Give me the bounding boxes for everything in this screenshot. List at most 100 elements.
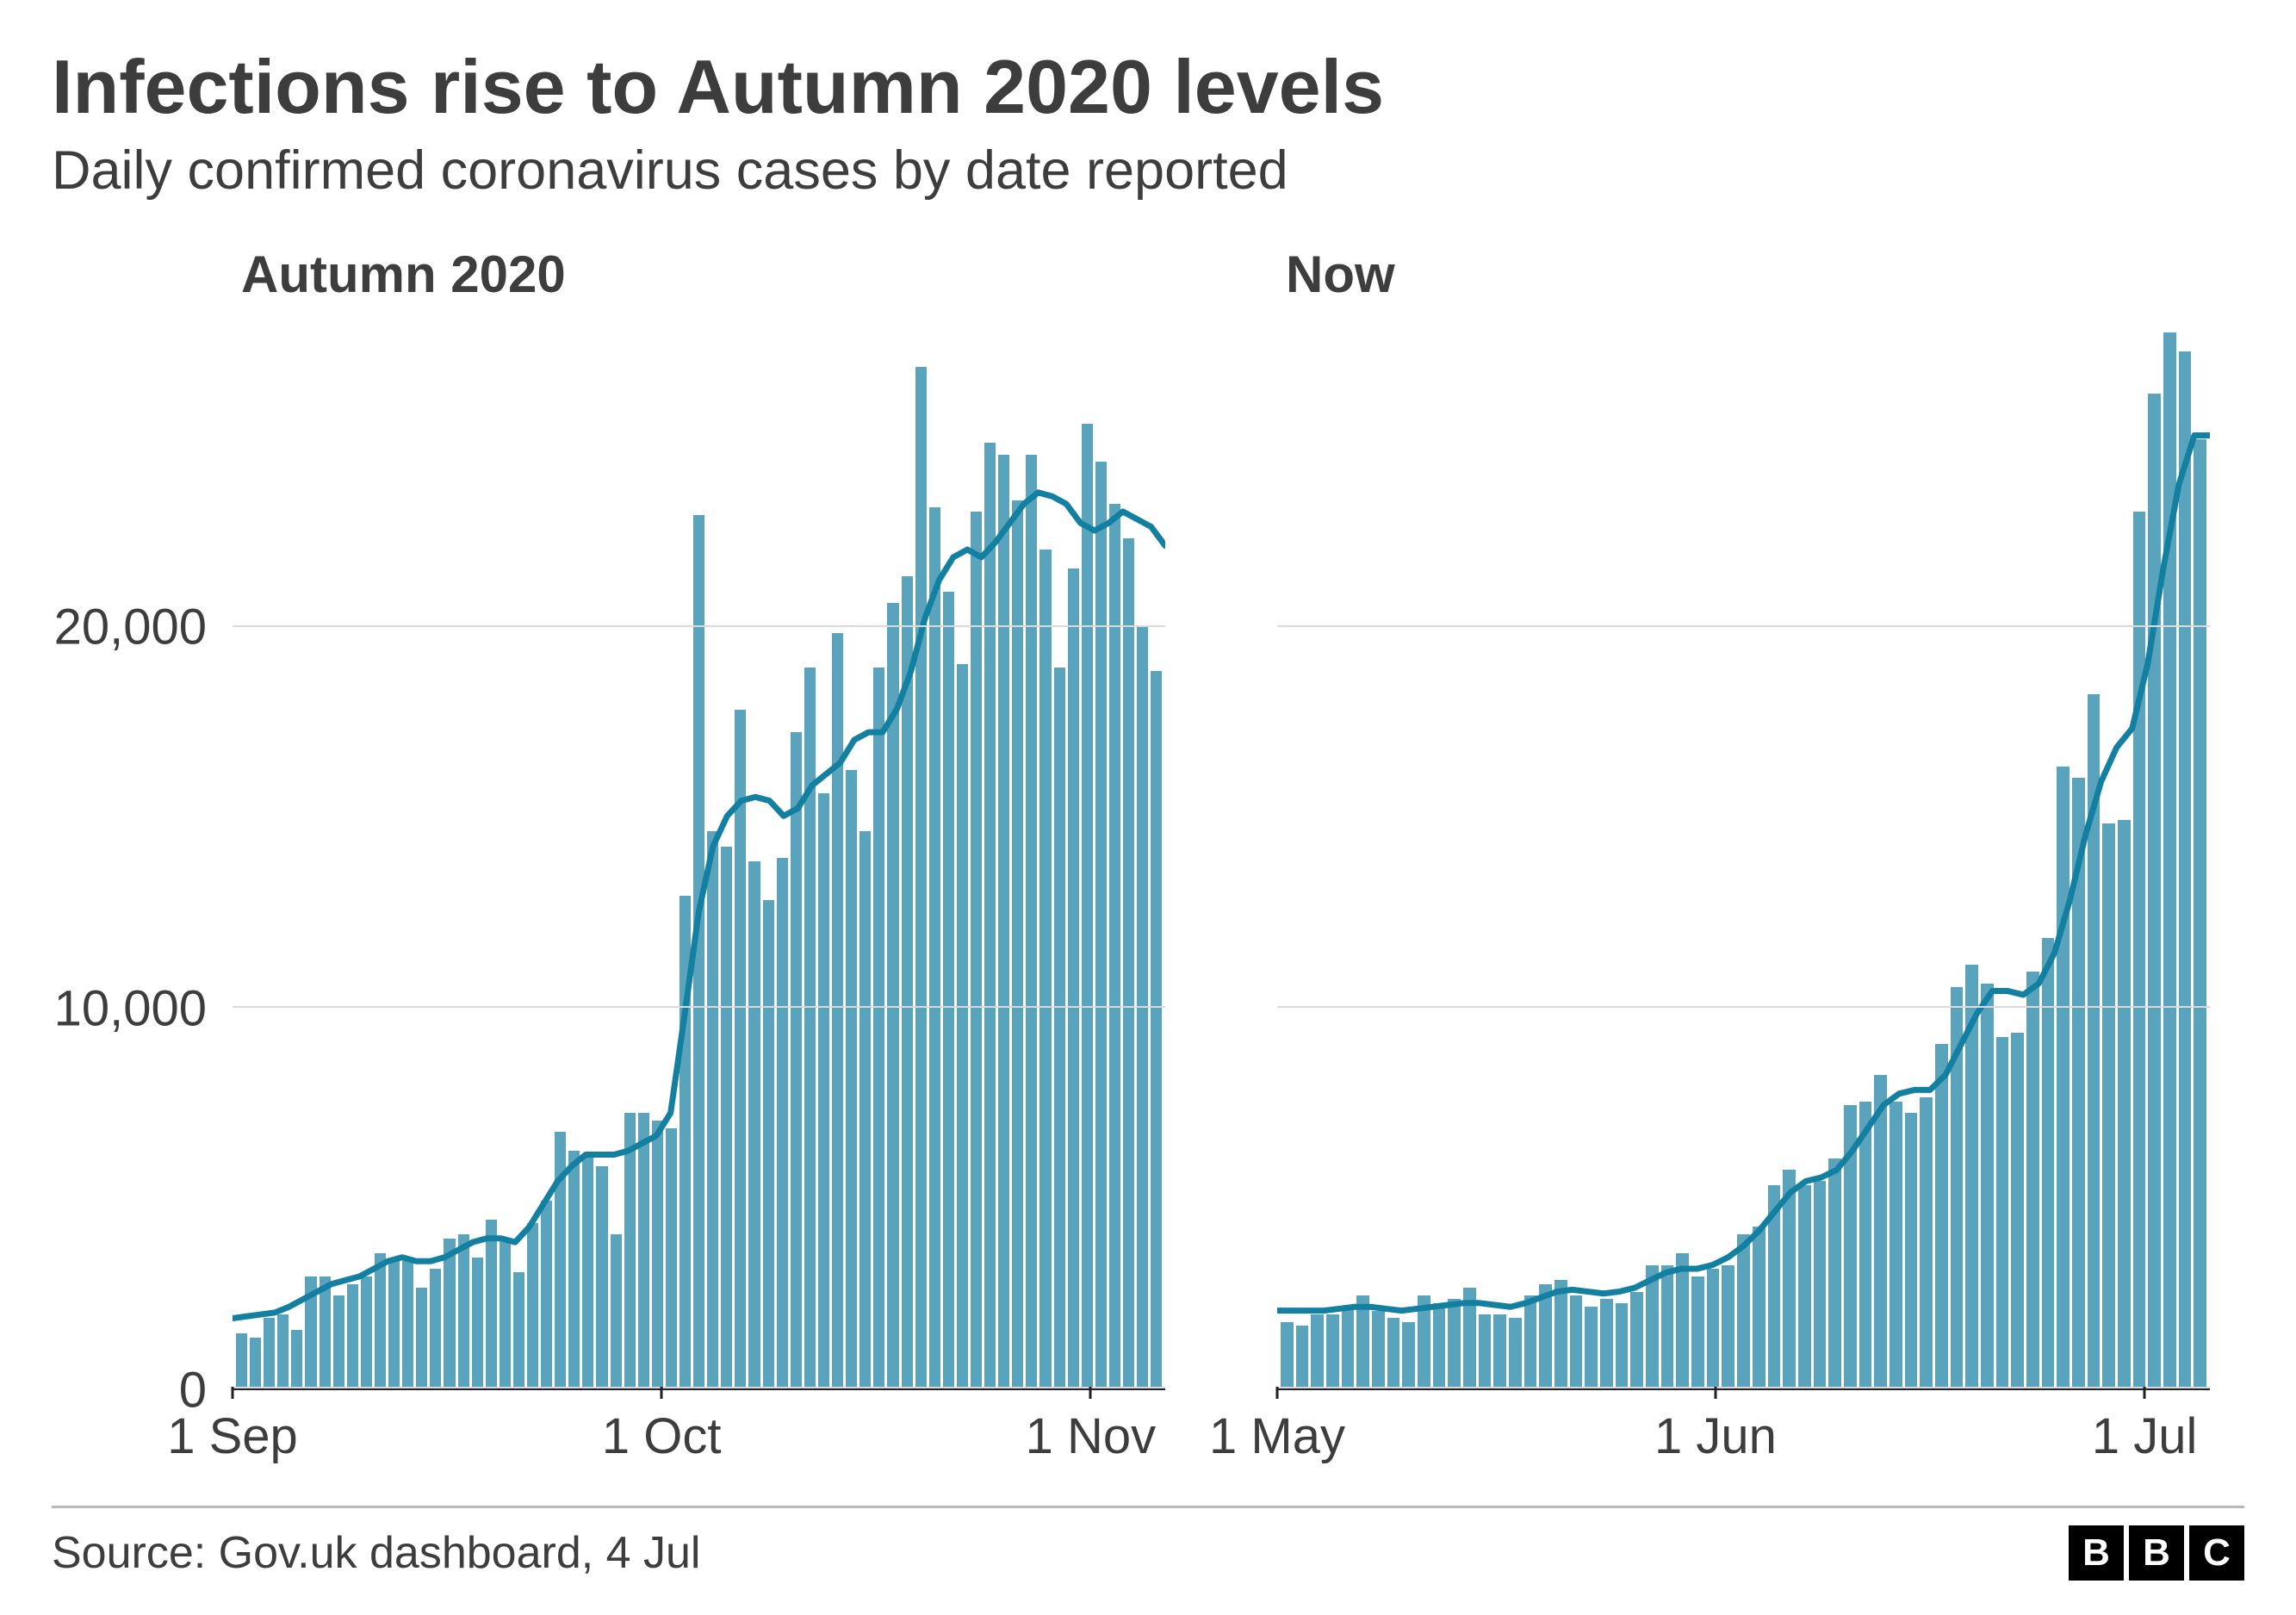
panel-title-right: Now	[1286, 245, 2210, 304]
bar	[1753, 1227, 1765, 1387]
bar	[527, 1223, 538, 1387]
bar	[333, 1295, 344, 1387]
bar	[1418, 1295, 1430, 1387]
bar	[2194, 439, 2206, 1387]
bbc-logo: B B C	[2069, 1525, 2244, 1581]
bar	[1493, 1314, 1506, 1387]
bar	[804, 668, 816, 1387]
bar	[2179, 351, 2192, 1387]
bar	[1676, 1253, 1689, 1387]
x-tick-label: 1 Oct	[602, 1407, 722, 1465]
bar	[596, 1166, 607, 1387]
panel-title-left: Autumn 2020	[241, 245, 1165, 304]
bar	[388, 1261, 400, 1387]
bar	[666, 1128, 677, 1387]
bar	[1814, 1181, 1827, 1387]
bar	[1479, 1314, 1492, 1387]
x-tick	[1715, 1387, 1717, 1399]
bar	[846, 770, 857, 1387]
bar	[1630, 1292, 1643, 1387]
bar	[748, 861, 760, 1387]
bar	[513, 1272, 524, 1387]
x-tick-label: 1 Nov	[1026, 1407, 1157, 1465]
bar	[873, 668, 884, 1387]
bar	[291, 1330, 302, 1387]
bar	[2102, 823, 2115, 1387]
bar	[1646, 1265, 1659, 1387]
bar	[1965, 965, 1978, 1387]
bar	[1509, 1318, 1522, 1387]
bar	[1402, 1322, 1415, 1387]
x-axis-left: 1 Sep1 Oct1 Nov	[233, 1402, 1165, 1480]
bar	[1082, 424, 1093, 1387]
bar	[1095, 462, 1107, 1387]
plot-area-right	[1277, 321, 2210, 1390]
bar	[902, 576, 913, 1387]
bar	[611, 1234, 622, 1387]
bar	[430, 1269, 441, 1387]
bar	[1054, 668, 1065, 1387]
bar	[998, 455, 1009, 1387]
chart-title: Infections rise to Autumn 2020 levels	[52, 43, 2244, 131]
bar	[1039, 550, 1051, 1387]
bar	[1387, 1318, 1400, 1387]
panel-now: Now 1 May1 Jun1 Jul	[1277, 245, 2210, 1480]
plot-area-left	[233, 321, 1165, 1390]
bar	[486, 1220, 497, 1387]
bar	[1539, 1284, 1552, 1387]
bar	[1296, 1326, 1309, 1387]
bar	[1600, 1299, 1613, 1387]
y-tick-label: 10,000	[54, 979, 207, 1037]
bar	[1661, 1265, 1674, 1387]
bar	[984, 443, 996, 1387]
x-tick-label: 1 Sep	[167, 1407, 298, 1465]
bar	[2118, 820, 2131, 1387]
bar	[1326, 1314, 1339, 1387]
x-tick	[2144, 1387, 2146, 1399]
bar	[721, 847, 732, 1387]
bar	[2042, 938, 2055, 1387]
bar	[2026, 972, 2039, 1387]
bar	[375, 1253, 386, 1387]
bar	[1707, 1269, 1720, 1387]
bar	[1570, 1295, 1583, 1387]
x-tick	[232, 1387, 234, 1399]
bars-left	[233, 321, 1165, 1387]
bbc-logo-b2: B	[2129, 1525, 2184, 1581]
bar	[416, 1288, 427, 1387]
bar	[679, 896, 691, 1387]
bar	[2163, 332, 2176, 1387]
bar	[1859, 1102, 1872, 1387]
bar	[1616, 1303, 1629, 1387]
bar	[693, 515, 704, 1387]
bar	[1844, 1105, 1857, 1387]
bar	[832, 633, 843, 1387]
bar	[402, 1261, 413, 1387]
y-axis: 010,00020,000	[52, 245, 224, 1480]
bar	[1356, 1295, 1369, 1387]
bar	[1109, 504, 1120, 1387]
bar	[1981, 984, 1994, 1387]
bar	[582, 1155, 593, 1387]
gridline	[1277, 1006, 2210, 1008]
bar	[1342, 1307, 1355, 1387]
bar	[777, 858, 788, 1387]
bar	[763, 900, 774, 1387]
chart-subtitle: Daily confirmed coronavirus cases by dat…	[52, 140, 2244, 202]
x-axis-right: 1 May1 Jun1 Jul	[1277, 1402, 2210, 1480]
bars-right	[1277, 321, 2210, 1387]
bar	[929, 507, 940, 1387]
bar	[859, 831, 871, 1387]
bar	[1524, 1295, 1537, 1387]
bbc-logo-c: C	[2189, 1525, 2244, 1581]
bar	[818, 793, 829, 1387]
bar	[957, 664, 968, 1387]
bar	[791, 732, 802, 1387]
bar	[2011, 1033, 2024, 1387]
bar	[707, 831, 718, 1387]
bar	[472, 1258, 483, 1387]
bar	[1372, 1311, 1385, 1387]
bar	[1026, 455, 1037, 1387]
bar	[305, 1276, 316, 1387]
bar	[320, 1276, 331, 1387]
